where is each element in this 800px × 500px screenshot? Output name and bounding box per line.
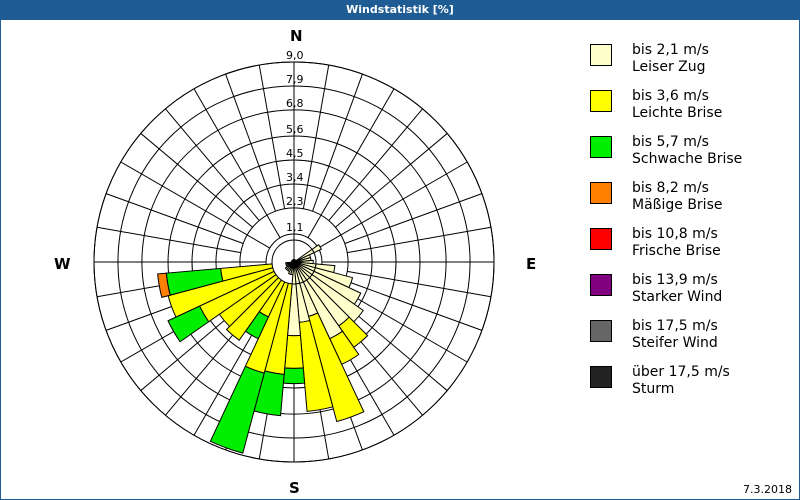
legend-label: Schwache Brise	[632, 151, 743, 167]
legend-range: bis 5,7 m/s	[632, 134, 709, 150]
legend-label: Frische Brise	[632, 243, 721, 259]
legend-range: bis 13,9 m/s	[632, 272, 718, 288]
svg-text:4,5: 4,5	[286, 147, 304, 160]
legend-range: bis 8,2 m/s	[632, 180, 709, 196]
legend-label: Leichte Brise	[632, 105, 723, 121]
svg-text:7,9: 7,9	[286, 73, 304, 86]
compass-south: S	[289, 479, 300, 497]
svg-text:6,8: 6,8	[286, 97, 304, 110]
svg-text:3,4: 3,4	[286, 171, 304, 184]
legend-swatch-3	[590, 182, 612, 204]
legend-label: Leiser Zug	[632, 59, 706, 75]
compass-east: E	[526, 255, 537, 273]
legend-range: bis 10,8 m/s	[632, 226, 718, 242]
legend-swatch-5	[590, 274, 612, 296]
legend-range: bis 2,1 m/s	[632, 42, 709, 58]
compass-west: W	[54, 255, 71, 273]
svg-text:5,6: 5,6	[286, 123, 304, 136]
legend-swatch-1	[590, 90, 612, 112]
legend-swatch-2	[590, 136, 612, 158]
svg-text:2,3: 2,3	[286, 195, 304, 208]
legend-label: Sturm	[632, 381, 675, 397]
svg-text:9,0: 9,0	[286, 49, 304, 62]
legend-swatch-4	[590, 228, 612, 250]
legend-label: Mäßige Brise	[632, 197, 723, 213]
legend-swatch-0	[590, 44, 612, 66]
compass-north: N	[290, 27, 303, 45]
legend-range: bis 3,6 m/s	[632, 88, 709, 104]
legend-range: über 17,5 m/s	[632, 364, 730, 380]
legend-range: bis 17,5 m/s	[632, 318, 718, 334]
legend-label: Starker Wind	[632, 289, 723, 305]
legend-label: Steifer Wind	[632, 335, 718, 351]
legend-swatch-7	[590, 366, 612, 388]
chart-title: Windstatistik [%]	[0, 0, 800, 20]
date-stamp: 7.3.2018	[743, 483, 792, 496]
svg-text:1,1: 1,1	[286, 221, 304, 234]
legend-swatch-6	[590, 320, 612, 342]
